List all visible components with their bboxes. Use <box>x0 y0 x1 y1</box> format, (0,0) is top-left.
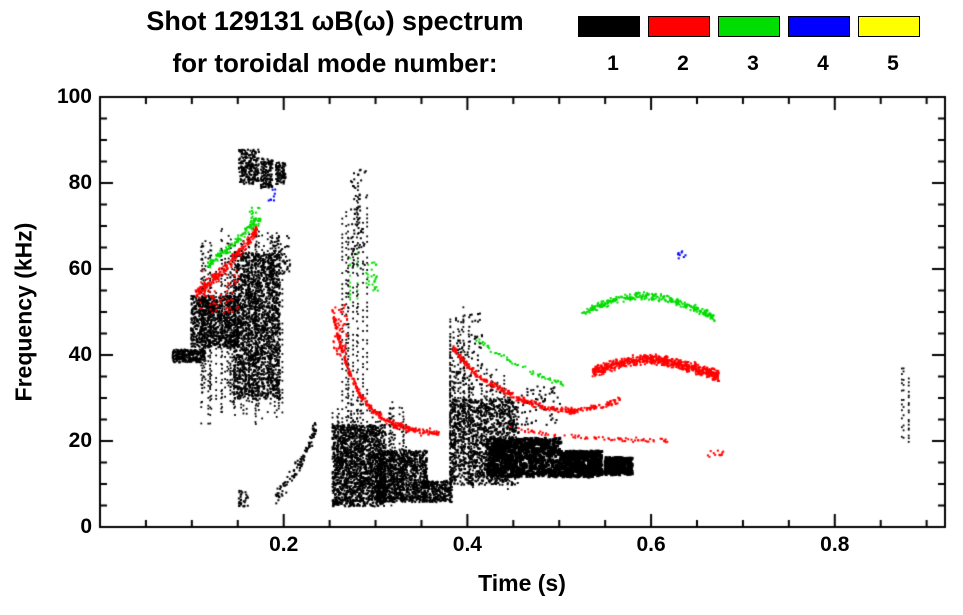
legend-number-3: 3 <box>747 52 759 75</box>
x-tick-label-0.4: 0.4 <box>452 533 482 556</box>
legend-swatch-3 <box>718 16 780 37</box>
x-tick-label-0.8: 0.8 <box>820 533 850 556</box>
y-tick-label-0: 0 <box>80 515 92 538</box>
y-tick-label-100: 100 <box>56 85 92 108</box>
chart-subtitle: for toroidal mode number: <box>172 48 498 78</box>
legend-swatch-2 <box>648 16 710 37</box>
y-tick-label-60: 60 <box>68 257 92 280</box>
y-tick-label-40: 40 <box>68 343 92 366</box>
x-tick-label-0.2: 0.2 <box>269 533 299 556</box>
y-tick-label-20: 20 <box>68 429 92 452</box>
legend-swatch-4 <box>788 16 850 37</box>
chart-title: Shot 129131 ωB(ω) spectrum <box>146 6 524 36</box>
x-axis-label: Time (s) <box>478 570 566 596</box>
legend-number-5: 5 <box>887 52 899 75</box>
y-axis-label: Frequency (kHz) <box>10 222 37 402</box>
x-tick-label-0.6: 0.6 <box>636 533 666 556</box>
legend-number-1: 1 <box>607 52 619 75</box>
legend-number-row: 1 2 3 4 5 <box>578 52 928 76</box>
legend-number-4: 4 <box>817 52 829 75</box>
legend-swatch-1 <box>578 16 640 37</box>
legend-swatch-row <box>578 16 928 37</box>
legend-number-2: 2 <box>677 52 689 75</box>
legend-swatch-5 <box>858 16 920 37</box>
y-tick-label-80: 80 <box>68 171 92 194</box>
